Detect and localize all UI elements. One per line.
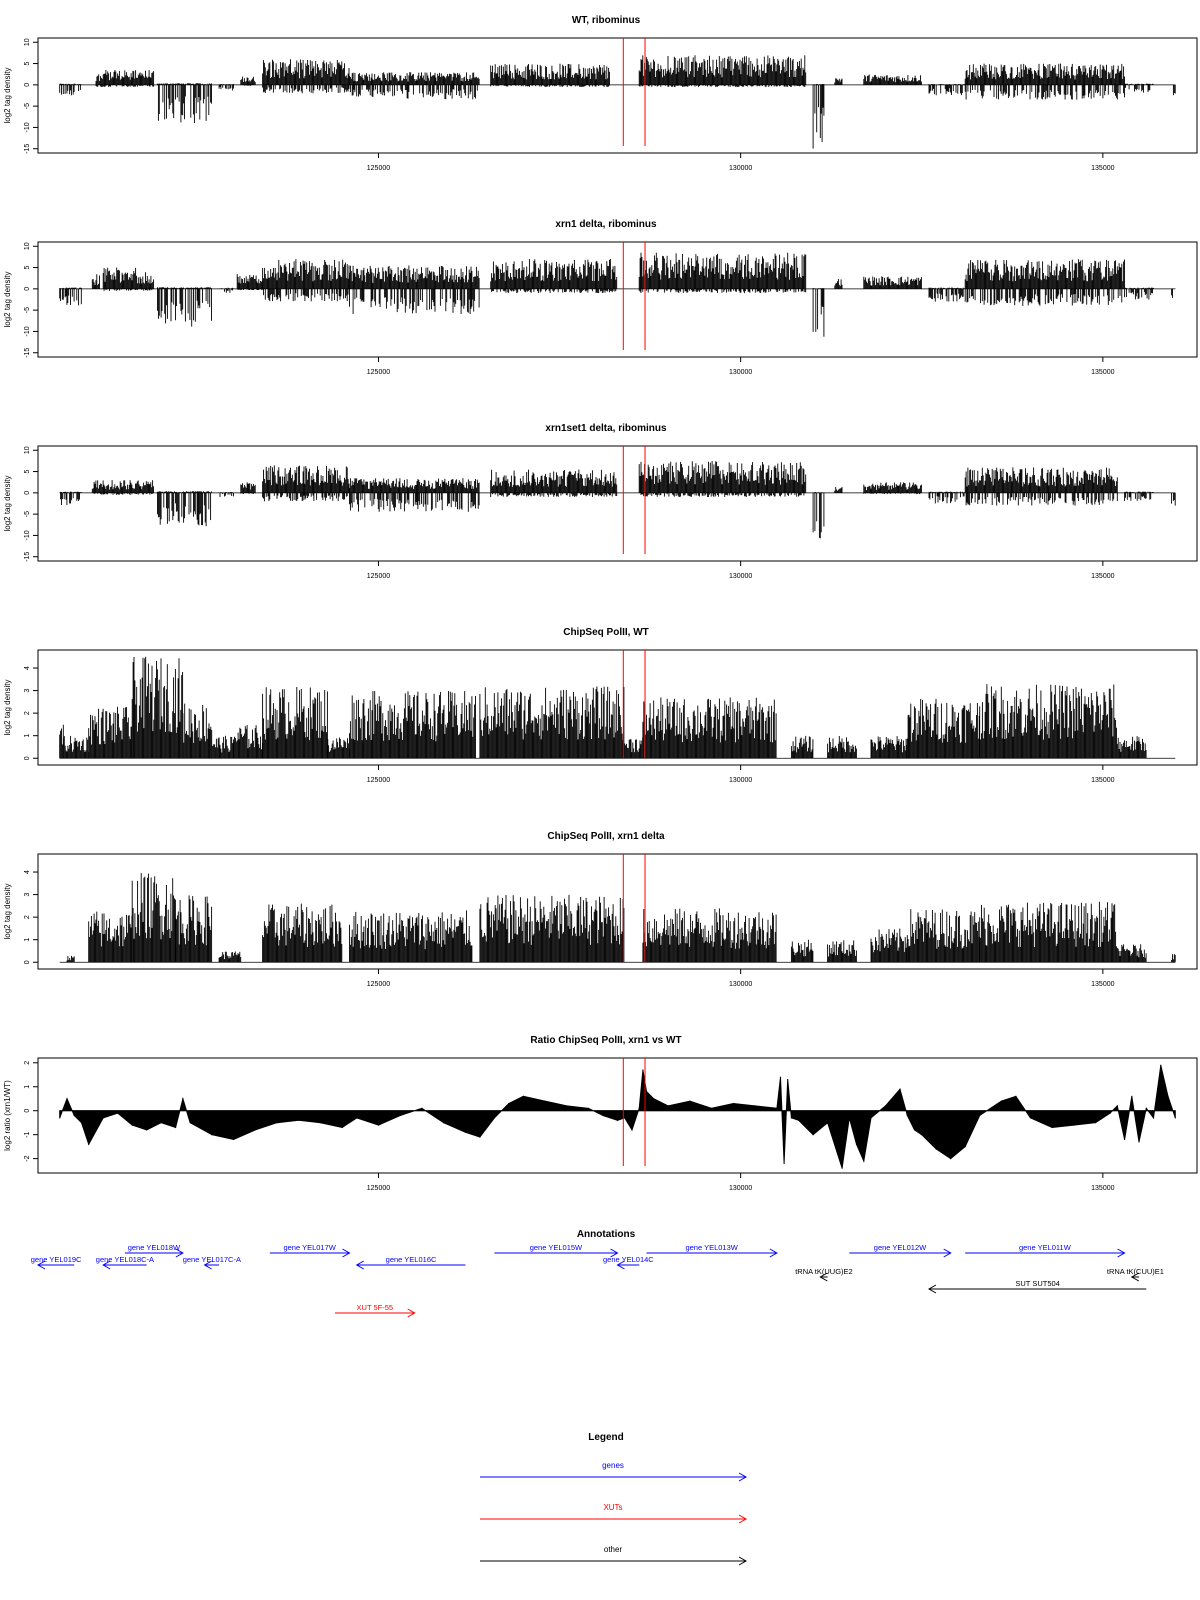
- data-marks: [59, 461, 1176, 539]
- density-segment: [157, 491, 212, 527]
- density-segment: [964, 259, 1125, 306]
- y-tick-label: -5: [24, 103, 31, 109]
- density-segment: [218, 84, 234, 91]
- density-segment: [102, 267, 155, 291]
- density-segment: [834, 486, 843, 493]
- x-tick-label: 135000: [1091, 165, 1114, 172]
- density-segment: [490, 259, 618, 294]
- density-segment: [812, 84, 825, 149]
- x-tick-label: 130000: [729, 369, 752, 376]
- y-tick-label: -10: [24, 530, 31, 540]
- x-tick-label: 135000: [1091, 573, 1114, 580]
- y-tick-label: 0: [24, 287, 31, 291]
- density-segment: [349, 72, 480, 100]
- density-segment: [638, 252, 807, 294]
- plot-frame: [37, 445, 1198, 562]
- density-segment: [59, 491, 82, 505]
- density-segment: [240, 482, 256, 494]
- panel-1: WT, ribominus log2 tag density -15 -10 -5 0 5 1…: [3, 15, 1198, 172]
- plot-frame: [37, 37, 1198, 154]
- density-segment: [1171, 288, 1176, 298]
- y-tick-label: 0: [24, 491, 31, 495]
- y-tick-label: -15: [24, 552, 31, 562]
- x-tick-label: 125000: [367, 165, 390, 172]
- x-tick-label: 125000: [367, 369, 390, 376]
- y-tick-label: 0: [24, 83, 31, 87]
- panel-title: WT, ribominus: [572, 15, 641, 26]
- density-segment: [157, 83, 212, 123]
- y-tick-label: 5: [24, 62, 31, 66]
- density-segment: [638, 55, 807, 87]
- y-tick-label: -10: [24, 122, 31, 132]
- density-segment: [95, 70, 155, 87]
- density-segment: [262, 259, 350, 302]
- density-segment: [91, 274, 100, 289]
- density-segment: [863, 482, 922, 495]
- panel-2: xrn1 delta, ribominus log2 tag density -15…: [3, 219, 1198, 376]
- data-marks: [59, 55, 1176, 149]
- x-tick-label: 130000: [729, 165, 752, 172]
- density-segment: [964, 63, 1125, 100]
- density-segment: [638, 461, 807, 497]
- y-tick-label: -5: [24, 307, 31, 313]
- x-tick-label: 130000: [729, 573, 752, 580]
- density-segment: [1124, 83, 1154, 93]
- y-axis-label: log2 tag density: [3, 271, 12, 327]
- density-segment: [928, 84, 966, 96]
- density-segment: [236, 274, 263, 291]
- density-segment: [91, 480, 154, 495]
- density-segment: [812, 492, 825, 539]
- density-segment: [59, 83, 82, 96]
- panel-title: xrn1 delta, ribominus: [555, 219, 657, 230]
- density-segment: [1124, 287, 1154, 300]
- y-axis-label: log2 tag density: [3, 475, 12, 531]
- data-marks: [59, 252, 1176, 337]
- density-segment: [812, 288, 825, 337]
- y-tick-label: 10: [24, 242, 31, 250]
- density-segment: [490, 469, 618, 498]
- density-segment: [218, 287, 234, 293]
- y-tick-label: -15: [24, 144, 31, 154]
- density-segment: [928, 491, 966, 504]
- density-segment: [262, 465, 350, 502]
- y-tick-label: -10: [24, 326, 31, 336]
- y-tick-label: 10: [24, 38, 31, 46]
- density-segment: [928, 287, 966, 302]
- density-segment: [1171, 84, 1176, 96]
- density-segment: [964, 467, 1118, 506]
- density-segment: [262, 59, 350, 94]
- density-segment: [240, 76, 256, 86]
- y-axis-label: log2 tag density: [3, 67, 12, 123]
- density-segment: [490, 63, 610, 87]
- density-segment: [863, 74, 922, 85]
- plot-frame: [37, 241, 1198, 358]
- x-tick-label: 135000: [1091, 369, 1114, 376]
- panel-3: xrn1set1 delta, ribominus log2 tag densit…: [3, 423, 1198, 580]
- density-segment: [59, 287, 82, 306]
- y-tick-label: -5: [24, 511, 31, 517]
- density-segment: [834, 278, 843, 289]
- panel-title: xrn1set1 delta, ribominus: [545, 423, 667, 434]
- density-segment: [349, 265, 480, 314]
- y-tick-label: 5: [24, 470, 31, 474]
- track-panels: WT, ribominus log2 tag density -15 -10 -5 0 5 1…: [3, 15, 1198, 1192]
- density-segment: [157, 287, 212, 327]
- y-tick-label: 10: [24, 446, 31, 454]
- y-tick-label: -15: [24, 348, 31, 358]
- y-tick-label: 5: [24, 266, 31, 270]
- density-segment: [349, 478, 480, 512]
- density-segment: [863, 276, 922, 289]
- x-tick-label: 125000: [367, 573, 390, 580]
- density-segment: [218, 492, 234, 497]
- density-segment: [834, 78, 843, 85]
